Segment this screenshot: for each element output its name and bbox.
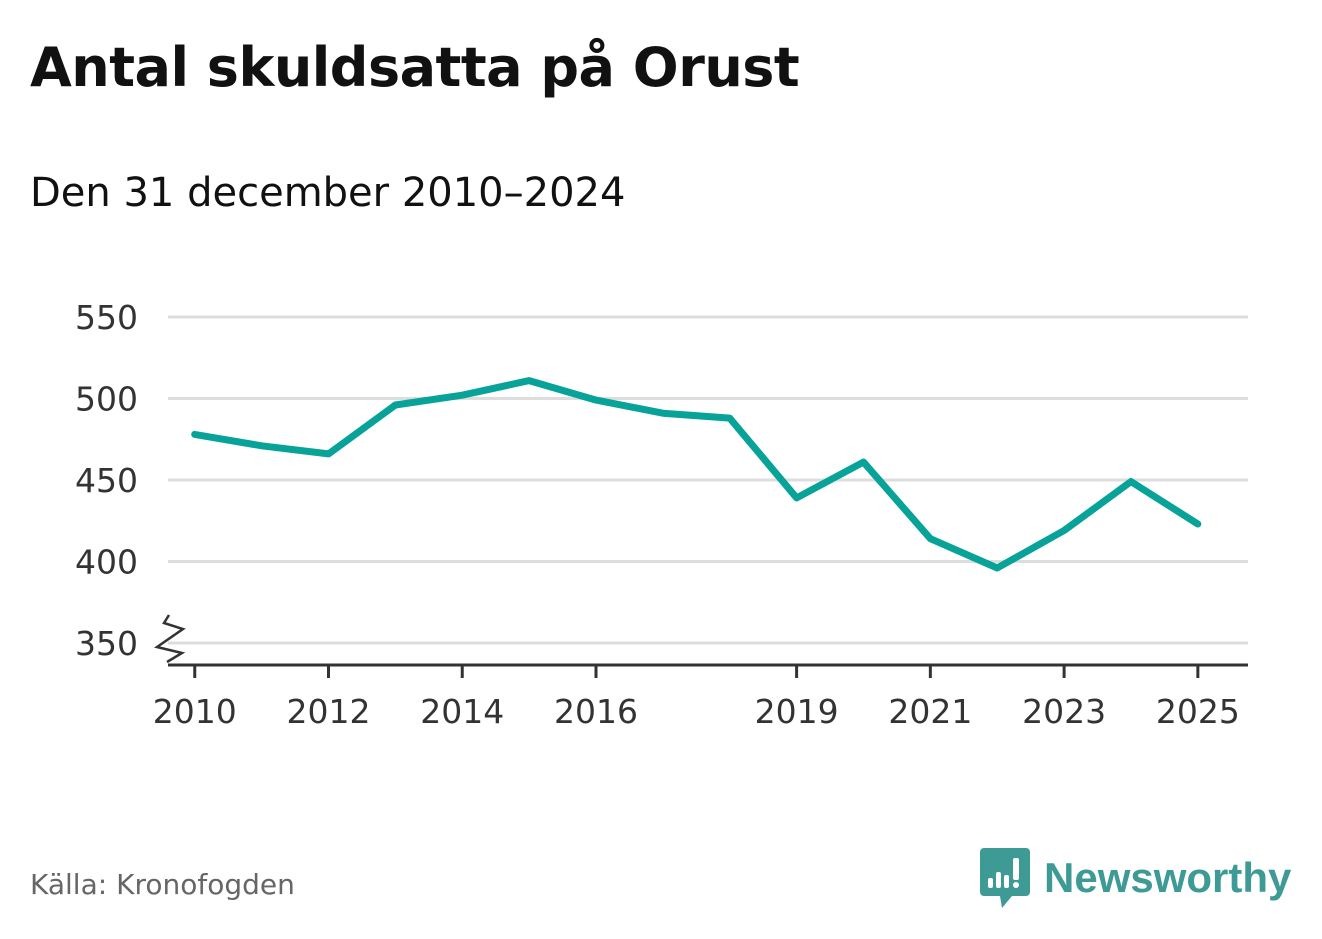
x-tick-label: 2010 [153, 692, 237, 731]
x-tick-label: 2023 [1022, 692, 1106, 731]
line-chart: 350 400 450 500 550 2010 2012 2014 2016 2019 2021 2… [75, 298, 1248, 731]
series-line-0 [191, 377, 1202, 572]
x-tick-label: 2019 [755, 692, 839, 731]
brand-logo: Newsworthy [980, 848, 1291, 908]
y-tick-label: 550 [75, 298, 138, 337]
source-note: Källa: Kronofogden [30, 868, 295, 901]
x-tick-label: 2014 [420, 692, 504, 731]
y-tick-label: 450 [75, 461, 138, 500]
axis-break-mark [153, 614, 186, 664]
x-tick-label: 2025 [1156, 692, 1240, 731]
y-tick-label: 400 [75, 543, 138, 582]
x-tick-label: 2012 [287, 692, 371, 731]
chart-subtitle: Den 31 december 2010–2024 [30, 170, 626, 216]
x-tick-label: 2021 [888, 692, 972, 731]
y-tick-label: 500 [75, 380, 138, 419]
x-tick-label: 2016 [554, 692, 638, 731]
y-tick-label: 350 [75, 624, 138, 663]
brand-name: Newsworthy [1044, 854, 1292, 901]
newsworthy-logo-icon [980, 848, 1030, 908]
chart-title: Antal skuldsatta på Orust [30, 36, 800, 99]
